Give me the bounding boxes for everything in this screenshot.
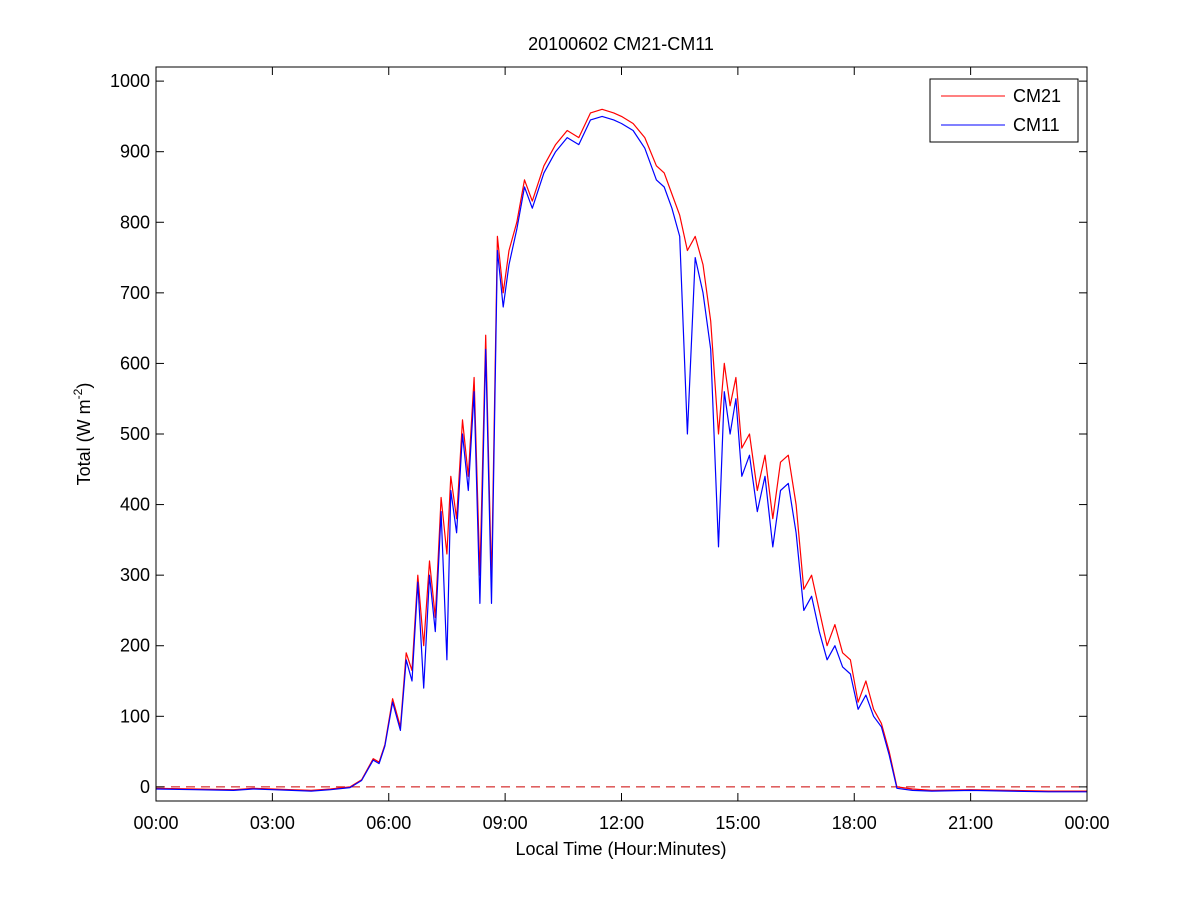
y-tick-label: 400 bbox=[120, 495, 150, 515]
x-tick-label: 12:00 bbox=[599, 813, 644, 833]
y-axis-title-close: ) bbox=[74, 383, 94, 389]
x-tick-label: 00:00 bbox=[133, 813, 178, 833]
x-tick-label: 09:00 bbox=[483, 813, 528, 833]
y-axis-title-main: Total (W m bbox=[74, 399, 94, 485]
chart-title: 20100602 CM21-CM11 bbox=[528, 34, 714, 54]
legend: CM21 CM11 bbox=[929, 78, 1079, 143]
y-tick-label: 600 bbox=[120, 353, 150, 373]
axes-layer: 00:00 03:00 06:00 09:00 12:00 15:00 18:00 21:00… bbox=[110, 67, 1110, 833]
plot-frame bbox=[155, 66, 1088, 802]
legend-label-cm21: CM21 bbox=[1013, 86, 1061, 106]
y-tick-label: 1000 bbox=[110, 71, 150, 91]
y-tick-label: 200 bbox=[120, 636, 150, 656]
y-tick-label: 800 bbox=[120, 212, 150, 232]
x-tick-label: 06:00 bbox=[366, 813, 411, 833]
plot-area bbox=[156, 67, 1087, 801]
y-axis-title: Total (W m-2) bbox=[71, 383, 94, 486]
y-axis-title-sup: -2 bbox=[71, 388, 85, 399]
x-tick-label: 00:00 bbox=[1064, 813, 1109, 833]
y-tick-label: 300 bbox=[120, 565, 150, 585]
series-layer bbox=[155, 108, 1087, 793]
y-tick-label: 500 bbox=[120, 424, 150, 444]
series-line-cm11 bbox=[155, 115, 1087, 793]
x-tick-label: 21:00 bbox=[948, 813, 993, 833]
x-tick-label: 15:00 bbox=[715, 813, 760, 833]
x-tick-label: 03:00 bbox=[250, 813, 295, 833]
y-tick-label: 900 bbox=[120, 142, 150, 162]
y-tick-label: 0 bbox=[140, 777, 150, 797]
y-tick-label: 700 bbox=[120, 283, 150, 303]
y-tick-label: 100 bbox=[120, 706, 150, 726]
legend-box bbox=[929, 78, 1079, 143]
x-axis-title: Local Time (Hour:Minutes) bbox=[515, 839, 726, 859]
x-tick-label: 18:00 bbox=[832, 813, 877, 833]
legend-label-cm11: CM11 bbox=[1013, 115, 1060, 135]
